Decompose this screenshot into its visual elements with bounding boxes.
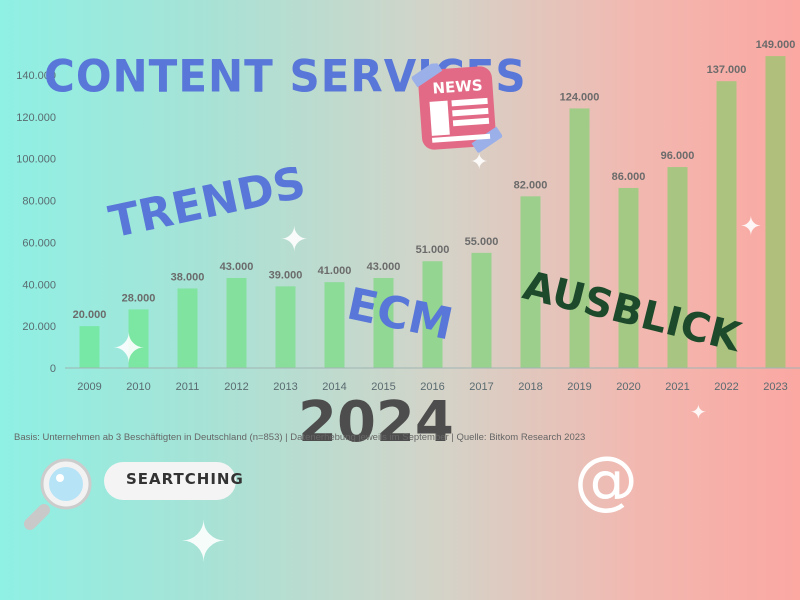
x-axis: 2009 2010 2011 2012 2013 2014 2015 2016 2017 2018… xyxy=(65,367,800,393)
footnote: Basis: Unternehmen ab 3 Beschäftigten in… xyxy=(14,432,586,443)
x-tick-label: 2016 xyxy=(420,381,444,393)
y-tick-label: 120.000 xyxy=(16,112,56,124)
x-tick-label: 2020 xyxy=(616,381,640,393)
value-label-2017: 55.000 xyxy=(465,236,499,248)
bar-2019 xyxy=(569,108,590,368)
x-tick-label: 2014 xyxy=(322,381,346,393)
bar-2009 xyxy=(79,326,100,368)
sparkle-icon: ✦ xyxy=(740,212,762,242)
x-tick-label: 2012 xyxy=(224,381,248,393)
value-label-2015: 43.000 xyxy=(367,261,401,273)
search-label: SEARTCHING xyxy=(126,470,244,488)
y-tick-label: 20.000 xyxy=(22,321,56,333)
value-label-2012: 43.000 xyxy=(220,261,254,273)
value-label-2009: 20.000 xyxy=(73,309,107,321)
value-label-2021: 96.000 xyxy=(661,150,695,162)
y-tick-label: 40.000 xyxy=(22,279,56,291)
x-tick-label: 2019 xyxy=(567,381,591,393)
value-label-2022: 137.000 xyxy=(707,64,747,76)
news-sticker: NEWS xyxy=(410,59,504,157)
bar-2012 xyxy=(226,277,247,368)
value-label-2023: 149.000 xyxy=(756,39,796,51)
value-labels: 20.000 28.000 38.000 43.000 39.000 41.000 43.0… xyxy=(73,39,796,321)
value-label-2013: 39.000 xyxy=(269,269,303,281)
title-year: 2024 xyxy=(298,390,454,455)
bar-2021 xyxy=(667,167,688,368)
y-tick-label: 0 xyxy=(50,363,56,375)
y-tick-label: 80.000 xyxy=(22,196,56,208)
bar-2018 xyxy=(520,196,541,368)
bar-2015 xyxy=(373,277,394,368)
value-label-2019: 124.000 xyxy=(560,91,600,103)
at-icon: @ xyxy=(574,444,638,518)
x-tick-label: 2010 xyxy=(126,381,150,393)
x-tick-label: 2013 xyxy=(273,381,297,393)
x-tick-label: 2015 xyxy=(371,381,395,393)
value-label-2011: 38.000 xyxy=(171,271,205,283)
x-tick-label: 2011 xyxy=(176,381,200,393)
x-tick-label: 2023 xyxy=(763,381,787,393)
bar-2020 xyxy=(618,187,639,368)
value-label-2014: 41.000 xyxy=(318,265,352,277)
x-tick-label: 2017 xyxy=(469,381,493,393)
searching-sticker: SEARTCHING xyxy=(22,452,243,532)
value-label-2018: 82.000 xyxy=(514,179,548,191)
bars xyxy=(79,56,786,369)
x-tick-label: 2021 xyxy=(665,381,689,393)
x-tick-label: 2018 xyxy=(518,381,542,393)
x-tick-label: 2009 xyxy=(77,381,101,393)
news-icon: NEWS xyxy=(410,60,504,154)
sparkle-icon: ✦ xyxy=(112,326,146,372)
news-label: NEWS xyxy=(432,76,483,97)
bar-2011 xyxy=(177,288,198,368)
bar-2016 xyxy=(422,261,443,368)
bar-2023 xyxy=(765,56,786,369)
x-tick-label: 2022 xyxy=(714,381,738,393)
value-label-2010: 28.000 xyxy=(122,292,156,304)
y-tick-label: 60.000 xyxy=(22,237,56,249)
value-label-2016: 51.000 xyxy=(416,244,450,256)
bar-2014 xyxy=(324,282,345,368)
y-axis: 0 20.000 40.000 60.000 80.000 100.000 120.000 1… xyxy=(16,70,56,375)
magnifier-icon xyxy=(24,458,92,530)
sparkle-icon: ✦ xyxy=(470,150,489,175)
value-label-2020: 86.000 xyxy=(612,171,646,183)
sparkle-icon: ✦ xyxy=(690,400,707,424)
bar-2010 xyxy=(128,309,149,368)
sparkle-icon: ✦ xyxy=(280,220,309,260)
bar-2013 xyxy=(275,286,296,368)
search-pill xyxy=(104,462,236,500)
bar-2022 xyxy=(716,81,737,369)
y-tick-label: 100.000 xyxy=(16,154,56,166)
bar-2017 xyxy=(471,252,492,368)
sparkle-icon: ✦ xyxy=(180,510,227,575)
y-tick-label: 140.000 xyxy=(16,70,56,82)
